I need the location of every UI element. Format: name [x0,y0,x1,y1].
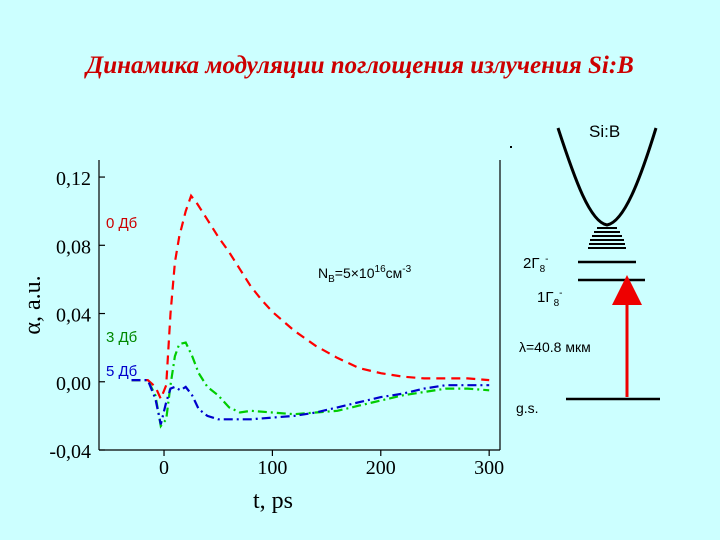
wavelength-label: λ=40.8 мкм [519,339,591,355]
y-axis-label: α, a.u. [20,275,46,334]
x-tick-label: 100 [257,457,287,479]
x-tick-label: 200 [366,457,396,479]
y-tick-label: 0,00 [56,373,91,395]
y-tick-label: 0,04 [56,305,91,327]
tick-labels: -0,04 0,00 0,04 0,08 0,12 0 100 200 300 [49,168,504,479]
y-tick-label: 0,12 [56,168,91,190]
energy-diagram: Si:B 2Γ8- 1Γ8- λ=40.8 мкм g.s. [510,122,660,416]
slide-title: Динамика модуляции поглощения излучения … [86,52,634,79]
series-line-2 [131,379,490,425]
series-layer [131,193,490,429]
series-label-3db: 3 Дб [106,329,137,346]
x-axis-label: t, ps [253,488,293,514]
conduction-band-parabola [556,127,658,227]
y-tick-label: -0,04 [49,441,91,463]
axis-ticks [99,176,490,456]
series-line-1 [131,341,490,429]
series-line-0 [131,193,490,402]
y-tick-label: 0,08 [56,236,91,258]
level-1gamma8-label: 1Γ8- [537,288,563,309]
excited-states-stack [588,227,626,249]
material-label: Si:B [589,122,620,141]
series-label-0db: 0 Дб [106,215,137,232]
series-label-5db: 5 Дб [106,363,137,380]
stray-dot [510,146,512,148]
ground-state-label: g.s. [516,400,539,416]
x-tick-label: 300 [474,457,504,479]
x-tick-label: 0 [159,457,169,479]
level-2gamma8-label: 2Γ8- [523,254,549,275]
concentration-annotation: NB=5×1016см-3 [318,264,412,285]
